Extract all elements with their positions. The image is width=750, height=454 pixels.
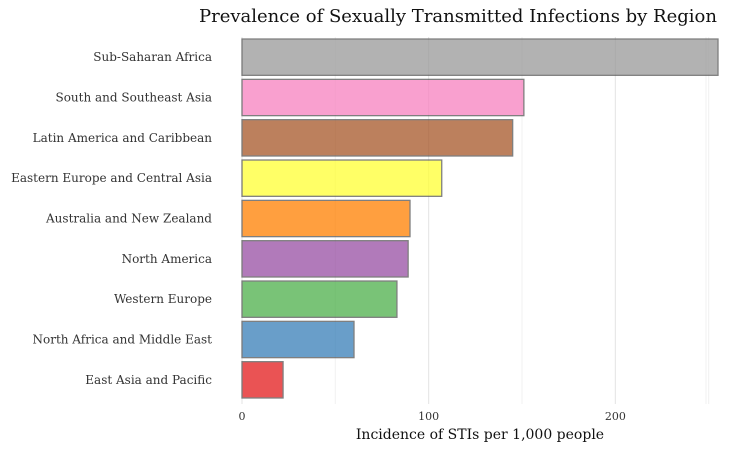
- bar-north-africa-and-middle-east: [241, 320, 355, 359]
- category-label: East Asia and Pacific: [85, 373, 212, 387]
- category-label: Latin America and Caribbean: [33, 131, 213, 145]
- category-label: Western Europe: [114, 292, 212, 306]
- bar-south-and-southeast-asia: [241, 78, 525, 117]
- bars-group: [241, 38, 719, 399]
- bar-eastern-europe-and-central-asia: [241, 159, 443, 197]
- x-tick-label: 0: [239, 410, 246, 423]
- bar-east-asia-and-pacific: [241, 361, 284, 399]
- bar-australia-and-new-zealand: [241, 199, 411, 238]
- x-tick-label: 100: [418, 410, 439, 423]
- x-axis-title: Incidence of STIs per 1,000 people: [356, 427, 604, 443]
- category-label: South and Southeast Asia: [55, 91, 212, 105]
- x-tick-labels: 0 100 200: [239, 410, 626, 423]
- category-label: Australia and New Zealand: [45, 212, 212, 226]
- bar-latin-america-and-caribbean: [241, 119, 514, 157]
- x-tick-label: 200: [605, 410, 626, 423]
- category-label: Eastern Europe and Central Asia: [11, 171, 212, 185]
- bar-sub-saharan-africa: [241, 38, 719, 76]
- category-label: North America: [122, 252, 212, 266]
- category-label: North Africa and Middle East: [32, 333, 212, 347]
- category-label: Sub-Saharan Africa: [93, 50, 212, 64]
- bar-north-america: [241, 240, 409, 278]
- bar-western-europe: [241, 280, 398, 318]
- category-labels: Sub-Saharan Africa South and Southeast As…: [11, 50, 212, 387]
- chart-title: Prevalence of Sexually Transmitted Infec…: [199, 6, 717, 27]
